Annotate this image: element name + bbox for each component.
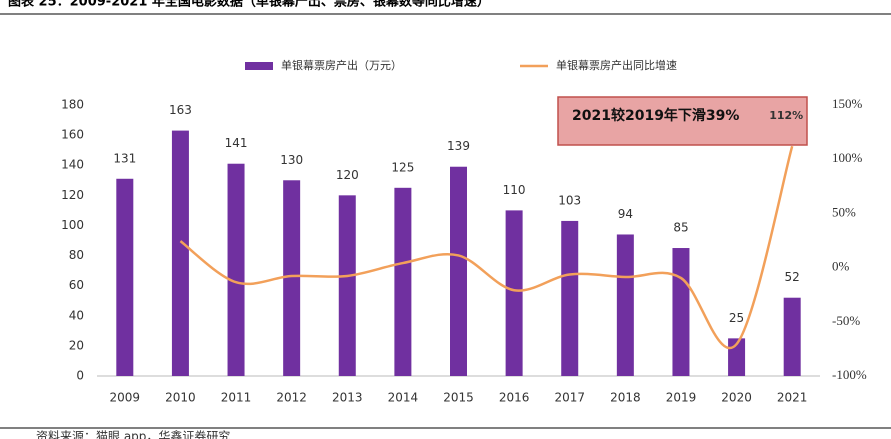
y-tick-label: 80 bbox=[69, 248, 84, 262]
bar bbox=[394, 187, 412, 376]
annotation: 2021较2019年下滑39% bbox=[572, 107, 739, 124]
y-tick-label: 160 bbox=[61, 128, 84, 142]
y-tick-label: 120 bbox=[61, 188, 84, 202]
y-tick-label: 60 bbox=[69, 278, 84, 292]
y2-tick-label: 0% bbox=[832, 259, 850, 274]
y2-tick-label: 100% bbox=[832, 150, 863, 165]
bar bbox=[171, 130, 189, 376]
source: 资料来源：猫眼 app，华鑫证券研究 bbox=[36, 429, 230, 439]
x-tick-label: 2009 bbox=[110, 391, 141, 405]
bar bbox=[616, 234, 634, 376]
bar bbox=[505, 210, 523, 376]
x-tick-label: 2019 bbox=[666, 391, 697, 405]
bar bbox=[227, 163, 245, 376]
x-tick-label: 2014 bbox=[388, 391, 419, 405]
legend-swatch bbox=[245, 62, 273, 70]
y2-tick-label: 150% bbox=[832, 96, 863, 111]
bar-label: 141 bbox=[225, 136, 248, 150]
y2-tick-label: -50% bbox=[832, 313, 860, 328]
x-tick-label: 2010 bbox=[165, 391, 196, 405]
bar bbox=[783, 297, 801, 376]
header: 图表 25：2009-2021 年全国电影数据（单银幕产出、票房、银幕数等同比增… bbox=[8, 0, 490, 10]
bar-label: 139 bbox=[447, 139, 470, 153]
annotation-box bbox=[557, 96, 808, 146]
y2-tick-label: 50% bbox=[832, 204, 856, 219]
bar-label: 125 bbox=[391, 160, 414, 174]
bar-label: 120 bbox=[336, 168, 359, 182]
x-tick-label: 2018 bbox=[610, 391, 641, 405]
y-tick-label: 140 bbox=[61, 158, 84, 172]
x-tick-label: 2011 bbox=[221, 391, 252, 405]
bar-label: 130 bbox=[280, 153, 303, 167]
bar bbox=[283, 180, 301, 376]
line bbox=[179, 145, 794, 349]
x-tick-label: 2013 bbox=[332, 391, 363, 405]
bar-label: 110 bbox=[503, 183, 526, 197]
legend-label: 单银幕票房产出同比增速 bbox=[556, 58, 677, 72]
y-tick-label: 180 bbox=[61, 98, 84, 112]
bar bbox=[450, 166, 467, 376]
x-tick-label: 2012 bbox=[276, 391, 307, 405]
bar-label: 52 bbox=[785, 270, 800, 284]
bar bbox=[561, 220, 579, 376]
bar-label: 131 bbox=[113, 151, 136, 165]
y-tick-label: 40 bbox=[69, 308, 84, 322]
bar bbox=[116, 178, 134, 376]
bar-label: 163 bbox=[169, 103, 192, 117]
line-label: 112% bbox=[769, 109, 803, 122]
x-tick-label: 2015 bbox=[443, 391, 474, 405]
legend-label: 单银幕票房产出（万元） bbox=[281, 58, 402, 72]
x-tick-label: 2020 bbox=[721, 391, 752, 405]
y2-tick-label: -100% bbox=[832, 367, 867, 382]
x-tick-label: 2021 bbox=[777, 391, 808, 405]
y-tick-label: 0 bbox=[76, 369, 84, 383]
bar bbox=[672, 248, 690, 376]
x-tick-label: 2017 bbox=[554, 391, 585, 405]
bar-label: 85 bbox=[673, 221, 688, 235]
bar-label: 103 bbox=[558, 193, 581, 207]
bar-label: 25 bbox=[729, 311, 744, 325]
y-tick-label: 100 bbox=[61, 218, 84, 232]
bar-label: 94 bbox=[618, 207, 633, 221]
y-tick-label: 20 bbox=[69, 338, 84, 352]
bar bbox=[338, 195, 356, 376]
x-tick-label: 2016 bbox=[499, 391, 530, 405]
